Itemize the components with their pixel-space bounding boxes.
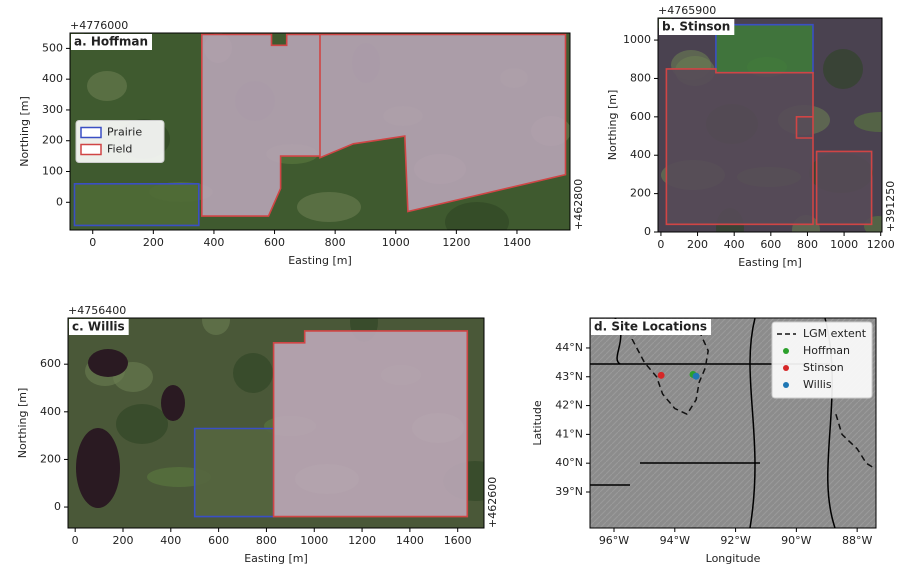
y-tick-label: 39°N [555, 485, 583, 498]
legend-label: LGM extent [803, 327, 867, 340]
y-tick-label: 0 [644, 225, 651, 238]
x-tick-label: 1000 [300, 534, 328, 547]
imagery-patch [297, 192, 361, 222]
y-offset-label: +4776000 [70, 19, 128, 32]
y-tick-label: 44°N [555, 341, 583, 354]
x-tick-label: 600 [264, 236, 285, 249]
x-offset-label: +462600 [486, 477, 499, 528]
y-tick-label: 41°N [555, 427, 583, 440]
x-axis-label: Easting [m] [288, 254, 352, 267]
x-tick-label: 94°W [660, 534, 690, 547]
x-tick-label: 1400 [396, 534, 424, 547]
y-tick-label: 200 [630, 187, 651, 200]
legend-label: Prairie [107, 126, 142, 139]
x-tick-label: 96°W [599, 534, 629, 547]
x-tick-label: 88°W [842, 534, 872, 547]
region-outline [75, 184, 199, 226]
legend-label: Hoffman [803, 344, 850, 357]
x-tick-label: 90°W [781, 534, 811, 547]
y-tick-label: 100 [42, 165, 63, 178]
y-tick-label: 400 [630, 148, 651, 161]
x-tick-label: 0 [657, 238, 664, 251]
x-axis-label: Longitude [706, 552, 761, 565]
y-tick-label: 43°N [555, 370, 583, 383]
y-axis-label: Northing [m] [18, 96, 31, 167]
site-marker [693, 373, 700, 380]
x-tick-label: 1600 [444, 534, 472, 547]
y-tick-label: 0 [56, 195, 63, 208]
x-offset-label: +462800 [572, 179, 585, 230]
x-tick-label: 1000 [830, 238, 858, 251]
legend-swatch [81, 145, 101, 155]
plot-area [644, 8, 904, 248]
x-tick-label: 1200 [867, 238, 895, 251]
y-offset-label: +4756400 [68, 304, 126, 317]
lake [88, 349, 128, 377]
x-tick-label: 400 [724, 238, 745, 251]
imagery-patch [823, 49, 863, 89]
plot-area [54, 302, 507, 528]
x-tick-label: 1200 [442, 236, 470, 249]
x-tick-label: 400 [203, 236, 224, 249]
x-tick-label: 800 [325, 236, 346, 249]
x-axis-label: Easting [m] [738, 256, 802, 269]
y-tick-label: 0 [54, 500, 61, 513]
legend-label: Stinson [803, 361, 844, 374]
y-tick-label: 42°N [555, 399, 583, 412]
x-tick-label: 92°W [720, 534, 750, 547]
y-tick-label: 400 [40, 405, 61, 418]
imagery-patch [202, 305, 230, 335]
legend-marker [783, 348, 789, 354]
x-tick-label: 800 [797, 238, 818, 251]
y-tick-label: 500 [42, 41, 63, 54]
panel-title: c. Willis [72, 320, 125, 334]
y-tick-label: 40°N [555, 456, 583, 469]
x-tick-label: 1400 [503, 236, 531, 249]
x-tick-label: 400 [160, 534, 181, 547]
lake [161, 385, 185, 421]
x-tick-label: 800 [256, 534, 277, 547]
panel-title: d. Site Locations [594, 320, 707, 334]
imagery-patch [233, 353, 273, 393]
site-marker [658, 372, 665, 379]
legend-label: Willis [803, 378, 832, 391]
panel-title: b. Stinson [662, 20, 730, 34]
legend-marker [783, 365, 789, 371]
region-outline [195, 429, 274, 517]
x-tick-label: 0 [72, 534, 79, 547]
y-tick-label: 200 [42, 134, 63, 147]
region-outline [274, 331, 468, 517]
y-axis-label: Northing [m] [606, 90, 619, 161]
y-tick-label: 400 [42, 72, 63, 85]
y-offset-label: +4765900 [658, 4, 716, 17]
legend-label: Field [107, 143, 132, 156]
x-tick-label: 0 [89, 236, 96, 249]
x-offset-label: +391250 [884, 181, 897, 232]
x-tick-label: 200 [687, 238, 708, 251]
y-tick-label: 300 [42, 103, 63, 116]
x-tick-label: 1200 [348, 534, 376, 547]
lake [76, 428, 120, 508]
x-tick-label: 1000 [382, 236, 410, 249]
y-tick-label: 800 [630, 71, 651, 84]
legend-marker [783, 382, 789, 388]
figure: 0 200 400 600 800 1000 1200 1400 0 100 200 300 400 50… [0, 0, 904, 580]
x-tick-label: 600 [760, 238, 781, 251]
y-tick-label: 1000 [623, 33, 651, 46]
x-tick-label: 600 [208, 534, 229, 547]
x-tick-label: 200 [112, 534, 133, 547]
imagery-patch [87, 71, 127, 101]
x-axis-label: Easting [m] [244, 552, 308, 565]
panel-title: a. Hoffman [74, 35, 148, 49]
y-tick-label: 600 [630, 110, 651, 123]
y-axis-label: Northing [m] [16, 388, 29, 459]
imagery-patch [116, 404, 168, 444]
y-tick-label: 200 [40, 452, 61, 465]
legend-swatch [81, 128, 101, 138]
imagery-patch [854, 112, 904, 132]
y-axis-label: Latitude [531, 400, 544, 446]
y-tick-label: 600 [40, 357, 61, 370]
x-tick-label: 200 [143, 236, 164, 249]
